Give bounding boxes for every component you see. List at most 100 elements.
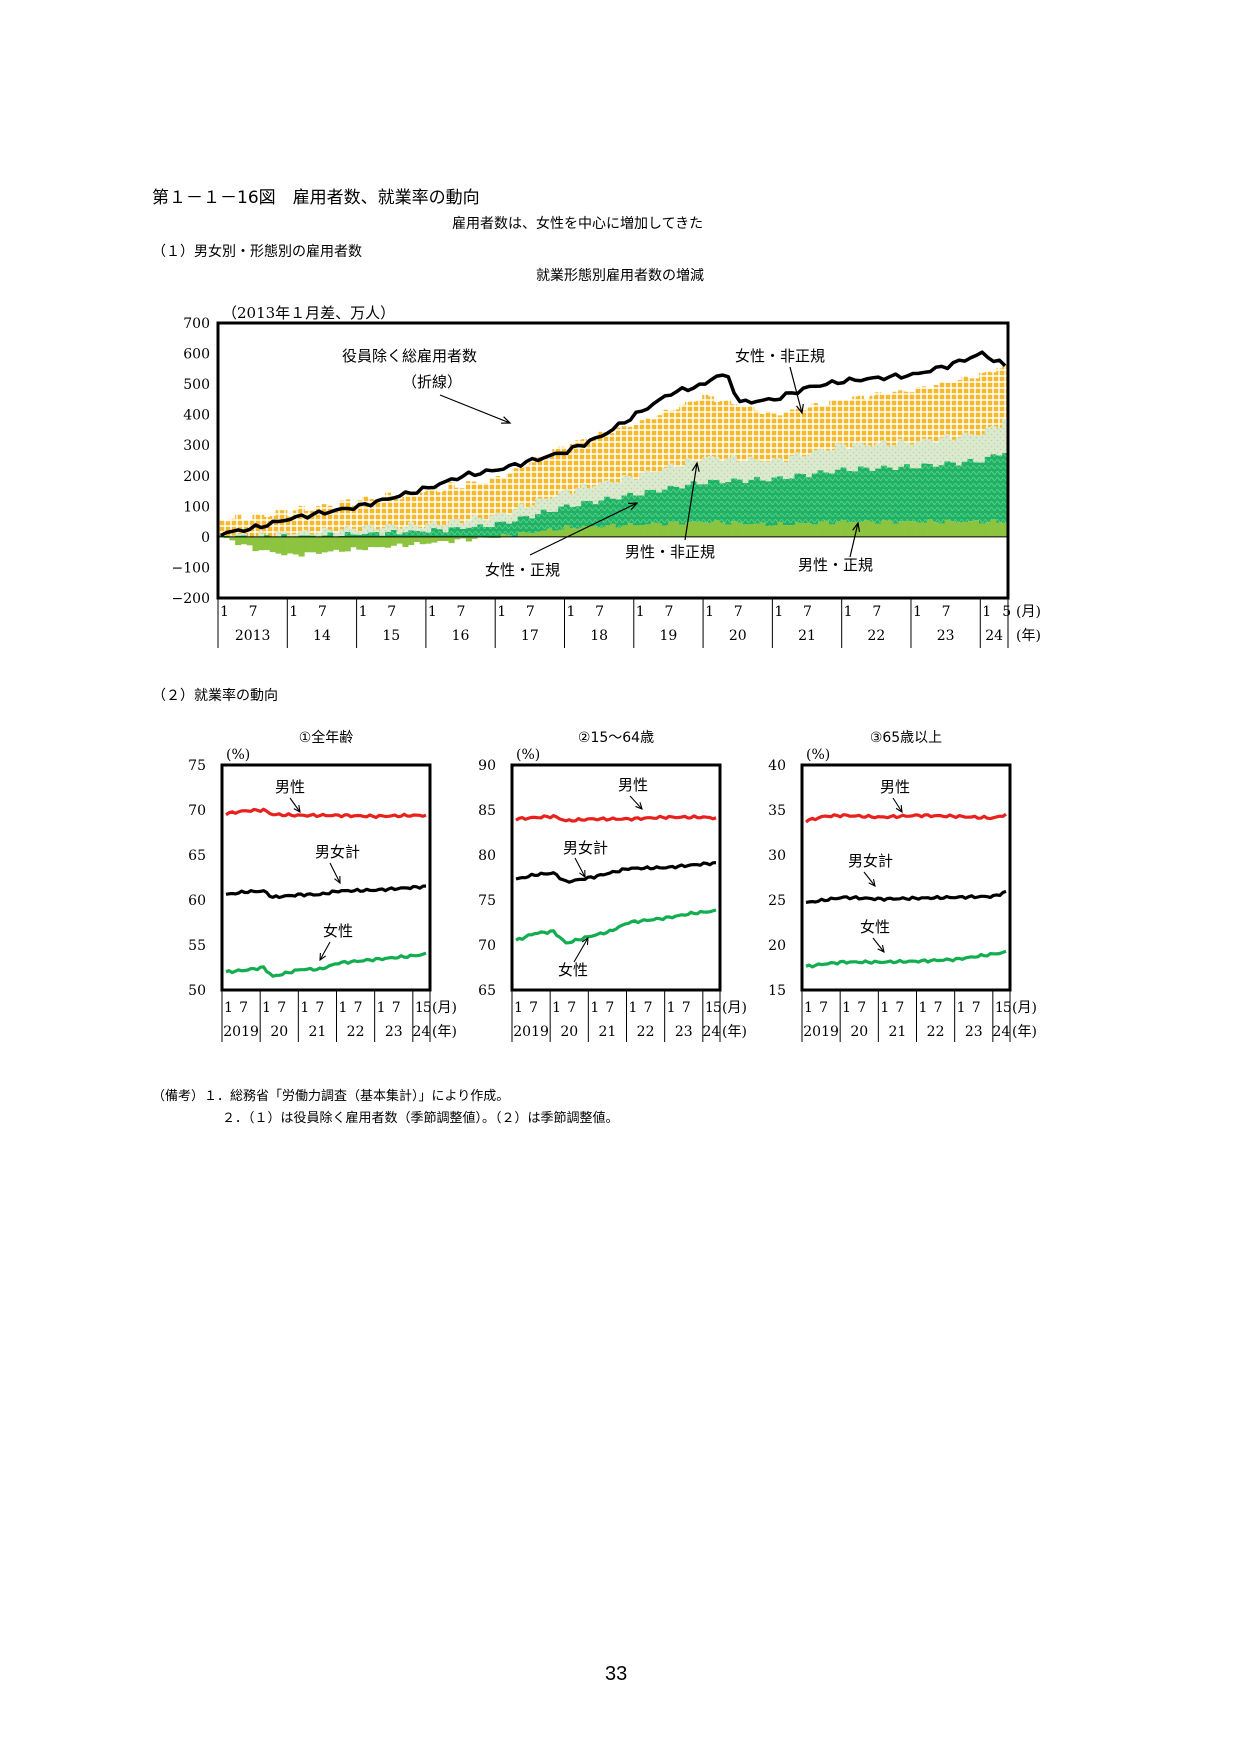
panel-title: ②15～64歳 bbox=[578, 730, 654, 746]
bar-female-nonregular bbox=[373, 500, 380, 530]
bar-male-regular bbox=[823, 520, 830, 537]
bar-female-regular bbox=[673, 486, 680, 522]
bar-female-regular bbox=[327, 532, 334, 537]
employee-change-chart: −200 −100 0 100 200 300 400 500 600 700 （2013年１月差、… bbox=[172, 267, 1041, 648]
month-tick-label: 1 bbox=[566, 604, 575, 620]
bar-female-nonregular bbox=[506, 473, 513, 515]
annotation-total: 役員除く総雇用者数 bbox=[342, 347, 477, 365]
bar-male-regular bbox=[765, 526, 772, 537]
bar-male-regular bbox=[690, 521, 697, 537]
bar-female-regular bbox=[448, 527, 455, 537]
bar-male-nonregular bbox=[661, 467, 668, 490]
bar-male-nonregular bbox=[736, 461, 743, 480]
year-label: 14 bbox=[313, 628, 331, 644]
bar-female-nonregular bbox=[535, 457, 542, 499]
bar-male-regular bbox=[586, 526, 593, 537]
bar-female-regular bbox=[638, 495, 645, 525]
month-tick-label: 1 bbox=[428, 604, 437, 620]
bar-female-regular bbox=[419, 531, 426, 537]
series-annotation: 女性 bbox=[860, 918, 890, 936]
month-tick-label: 7 bbox=[529, 1000, 538, 1016]
bar-female-regular bbox=[598, 500, 605, 528]
bar-male-regular bbox=[546, 528, 553, 537]
year-label: 23 bbox=[937, 628, 955, 644]
series-annotation: 男女計 bbox=[563, 839, 608, 857]
bar-male-nonregular bbox=[235, 534, 242, 536]
bar-female-regular bbox=[846, 470, 853, 523]
bar-female-regular bbox=[656, 492, 663, 524]
bar-female-nonregular bbox=[235, 514, 242, 535]
month-tick-label: 7 bbox=[595, 604, 604, 620]
month-tick-label: 7 bbox=[819, 1000, 828, 1016]
bar-male-regular bbox=[310, 536, 317, 553]
bar-female-nonregular bbox=[604, 433, 611, 481]
month-tick-label: 7 bbox=[567, 1000, 576, 1016]
bar-female-nonregular bbox=[367, 498, 374, 525]
bar-male-nonregular bbox=[258, 531, 265, 537]
bar-male-regular bbox=[413, 536, 420, 543]
bar-male-nonregular bbox=[413, 525, 420, 531]
bar-male-regular bbox=[581, 525, 588, 537]
annotation-female-nonregular: 女性・非正規 bbox=[735, 347, 825, 365]
y-tick-label: 30 bbox=[768, 848, 786, 864]
bar-female-regular bbox=[621, 495, 628, 526]
bar-male-regular bbox=[569, 528, 576, 537]
year-label: 21 bbox=[598, 1024, 616, 1040]
female-rate-line bbox=[225, 951, 427, 978]
annotation-arrowhead bbox=[627, 502, 639, 511]
bar-female-regular bbox=[609, 498, 617, 524]
bar-male-nonregular bbox=[488, 515, 495, 528]
year-label: 23 bbox=[965, 1024, 983, 1040]
bar-female-nonregular bbox=[287, 516, 294, 535]
bar-male-regular bbox=[800, 523, 807, 537]
bar-male-regular bbox=[379, 536, 386, 548]
bar-female-regular bbox=[944, 461, 951, 520]
bar-male-regular bbox=[402, 536, 409, 548]
year-label: 2013 bbox=[235, 628, 271, 644]
annotation-arrowhead bbox=[293, 805, 301, 814]
bar-female-nonregular bbox=[800, 410, 807, 457]
bar-male-regular bbox=[973, 520, 980, 537]
annotation-arrowhead bbox=[635, 802, 643, 810]
bar-male-regular bbox=[944, 519, 951, 537]
panel-title: ③65歳以上 bbox=[870, 730, 942, 746]
bar-female-regular bbox=[811, 473, 818, 525]
year-label: 21 bbox=[308, 1024, 326, 1040]
bar-female-regular bbox=[979, 462, 986, 524]
bar-female-nonregular bbox=[869, 395, 876, 446]
note-line-1: （備考）１．総務省「労働力調査（基本集計）」により作成。 bbox=[152, 1089, 510, 1104]
bar-male-nonregular bbox=[638, 473, 645, 496]
bar-male-regular bbox=[419, 536, 426, 545]
year-label: 24 bbox=[992, 1024, 1010, 1040]
bar-female-regular bbox=[973, 462, 980, 521]
bar-female-nonregular bbox=[892, 391, 899, 446]
bar-male-regular bbox=[656, 523, 663, 537]
bar-male-nonregular bbox=[927, 439, 934, 464]
bar-male-nonregular bbox=[373, 529, 380, 532]
bar-male-nonregular bbox=[823, 450, 830, 473]
month-tick-label: 1 bbox=[590, 1000, 599, 1016]
annotation-arrowhead bbox=[868, 879, 876, 887]
bar-female-regular bbox=[263, 535, 271, 537]
bar-male-regular bbox=[955, 522, 963, 537]
bar-male-nonregular bbox=[713, 457, 720, 480]
bar-female-regular bbox=[742, 482, 749, 525]
month-tick-label: 7 bbox=[277, 1000, 286, 1016]
bar-female-regular bbox=[298, 535, 305, 537]
bar-female-regular bbox=[563, 504, 570, 526]
bar-male-nonregular bbox=[356, 530, 363, 535]
bar-female-regular bbox=[500, 521, 507, 535]
bar-female-nonregular bbox=[511, 468, 519, 510]
bar-female-nonregular bbox=[852, 396, 859, 444]
bar-female-nonregular bbox=[627, 426, 634, 476]
bar-female-nonregular bbox=[500, 478, 507, 513]
month-tick-label: 1 bbox=[300, 1000, 309, 1016]
y-tick-label: 600 bbox=[183, 347, 210, 363]
bar-male-regular bbox=[298, 536, 305, 557]
year-label: 16 bbox=[452, 628, 470, 644]
bar-female-regular bbox=[840, 467, 847, 520]
bar-female-regular bbox=[788, 478, 795, 526]
plot-frame bbox=[220, 763, 432, 992]
bar-male-nonregular bbox=[754, 459, 761, 477]
month-tick-label: 7 bbox=[682, 1000, 691, 1016]
